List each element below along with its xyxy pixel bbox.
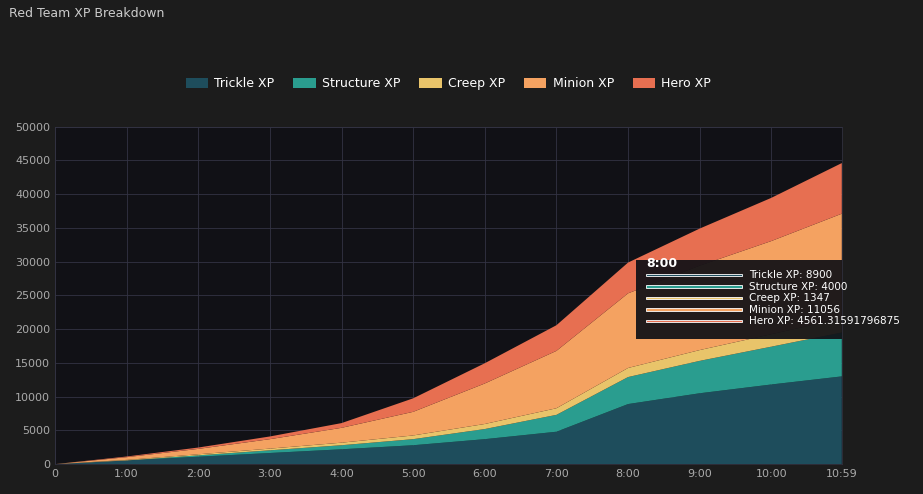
Bar (646, 285, 741, 288)
Bar (646, 308, 741, 311)
Text: Trickle XP: 8900: Trickle XP: 8900 (749, 270, 832, 280)
Bar (637, 260, 845, 339)
Bar (646, 297, 741, 299)
Bar (646, 320, 741, 323)
Text: Structure XP: 4000: Structure XP: 4000 (749, 282, 847, 291)
Text: 8:00: 8:00 (646, 257, 677, 270)
Text: Hero XP: 4561.31591796875: Hero XP: 4561.31591796875 (749, 316, 900, 326)
Text: Creep XP: 1347: Creep XP: 1347 (749, 293, 830, 303)
Text: Red Team XP Breakdown: Red Team XP Breakdown (9, 7, 164, 20)
Bar (646, 274, 741, 277)
Legend: Trickle XP, Structure XP, Creep XP, Minion XP, Hero XP: Trickle XP, Structure XP, Creep XP, Mini… (181, 72, 716, 95)
Text: Minion XP: 11056: Minion XP: 11056 (749, 305, 840, 315)
